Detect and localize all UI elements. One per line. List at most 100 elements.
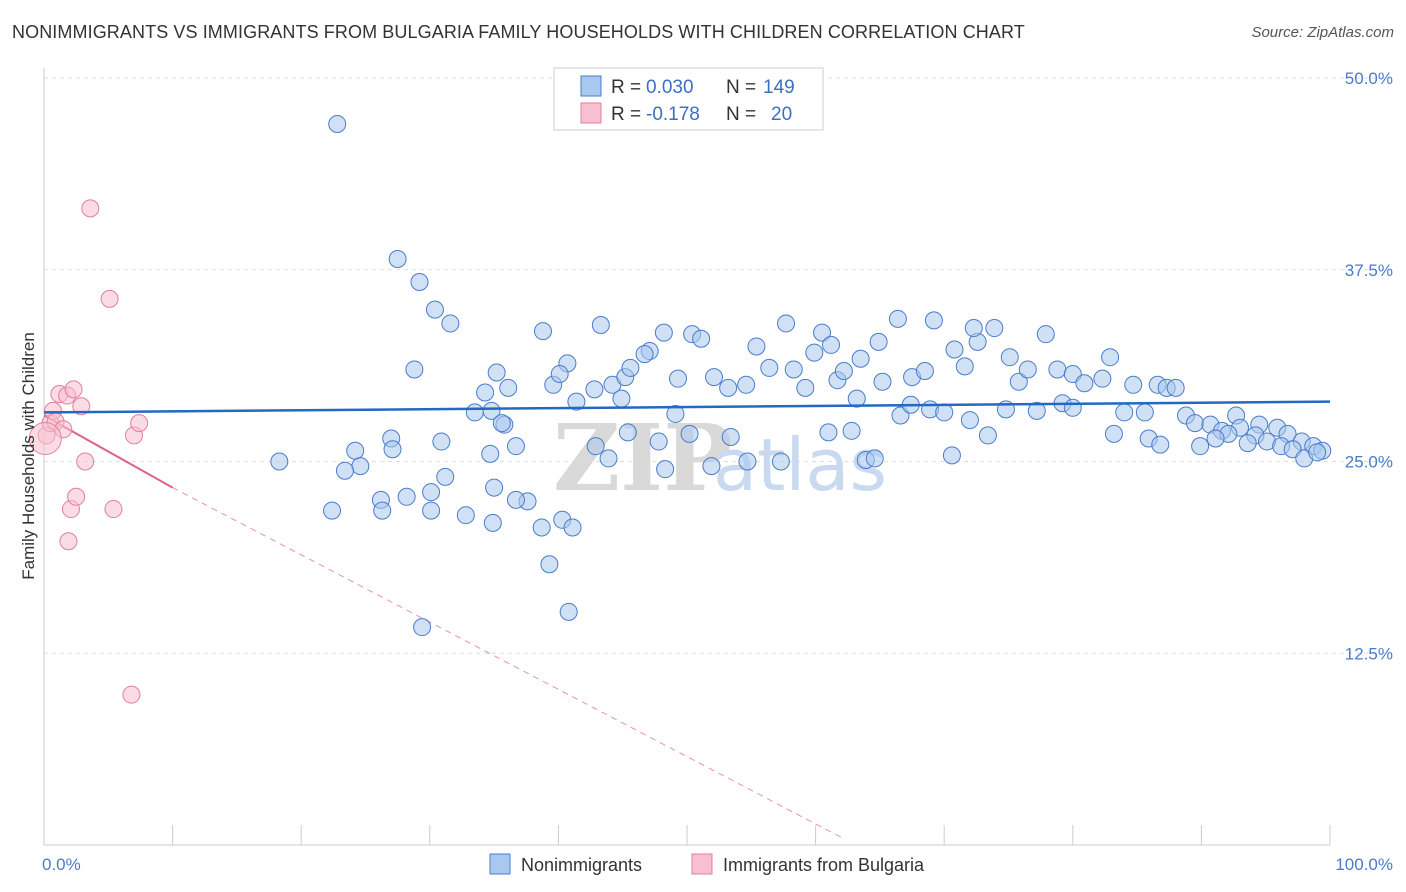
watermark-zip: ZIP — [553, 404, 732, 512]
nonimmigrant-point — [635, 345, 654, 364]
nonimmigrant-point — [721, 427, 740, 446]
nonimmigrant-point — [737, 375, 756, 394]
bottom-legend-nonimmigrants: Nonimmigrants — [521, 855, 642, 875]
nonimmigrant-point — [1191, 437, 1210, 456]
nonimmigrant-point — [777, 314, 796, 333]
x-tick-label-max: 100.0% — [1335, 855, 1393, 874]
legend-n-label-2: N = — [726, 104, 756, 125]
top-legend: R = 0.030 N = 149 R = -0.178 N = 20 — [553, 67, 824, 131]
nonimmigrant-point — [1018, 360, 1037, 379]
nonimmigrant-point — [436, 467, 455, 486]
nonimmigrant-point — [483, 513, 502, 532]
nonimmigrant-point — [413, 618, 432, 637]
bottom-legend-swatch-bulgaria — [691, 853, 713, 875]
nonimmigrant-point — [978, 426, 997, 445]
nonimmigrant-point — [847, 389, 866, 408]
nonimmigrant-point — [351, 457, 370, 476]
nonimmigrant-point — [796, 378, 815, 397]
nonimmigrant-point — [532, 518, 551, 537]
blue-trend — [43, 400, 1331, 414]
nonimmigrant-point — [422, 483, 441, 502]
nonimmigrant-point — [567, 392, 586, 411]
bulgaria-point — [81, 199, 100, 218]
nonimmigrant-point — [422, 501, 441, 520]
nonimmigrant-point — [373, 501, 392, 520]
nonimmigrant-point — [1124, 375, 1143, 394]
nonimmigrant-point — [533, 322, 552, 341]
legend-n-label-1: N = — [726, 77, 756, 98]
nonimmigrant-point — [323, 501, 342, 520]
nonimmigrant-point — [563, 518, 582, 537]
nonimmigrant-point — [702, 457, 721, 476]
nonimmigrant-point — [1308, 443, 1327, 462]
nonimmigrant-point — [719, 378, 738, 397]
nonimmigrant-point — [540, 555, 559, 574]
nonimmigrant-point — [612, 389, 631, 408]
nonimmigrant-point — [410, 273, 429, 292]
nonimmigrant-point — [1009, 372, 1028, 391]
nonimmigrant-point — [964, 319, 983, 338]
nonimmigrant-point — [270, 452, 289, 471]
nonimmigrant-point — [784, 360, 803, 379]
nonimmigrant-point — [935, 403, 954, 422]
nonimmigrant-point — [955, 357, 974, 376]
chart-title: NONIMMIGRANTS VS IMMIGRANTS FROM BULGARI… — [12, 22, 1025, 42]
legend-r-value-1: 0.030 — [646, 77, 694, 98]
bottom-legend: Nonimmigrants Immigrants from Bulgaria — [489, 853, 925, 875]
bulgaria-point — [130, 414, 149, 433]
nonimmigrant-point — [441, 314, 460, 333]
nonimmigrant-point — [649, 432, 668, 451]
nonimmigrant-point — [668, 369, 687, 388]
bulgaria-point — [59, 532, 78, 551]
y-tick-labels: 12.5% 25.0% 37.5% 50.0% — [1345, 69, 1393, 663]
nonimmigrant-point — [738, 452, 757, 471]
x-tick-labels: 0.0% 100.0% — [42, 855, 1393, 874]
nonimmigrant-point — [481, 444, 500, 463]
nonimmigrant-point — [397, 487, 416, 506]
nonimmigrant-point — [599, 449, 618, 468]
nonimmigrant-trend-line — [43, 400, 1331, 414]
nonimmigrant-point — [888, 309, 907, 328]
legend-swatch-nonimmigrants — [580, 75, 602, 97]
nonimmigrant-point — [1166, 378, 1185, 397]
nonimmigrant-point — [499, 378, 518, 397]
nonimmigrant-point — [405, 360, 424, 379]
nonimmigrant-point — [985, 319, 1004, 338]
nonimmigrant-point — [822, 335, 841, 354]
legend-r-label-1: R = — [611, 77, 641, 98]
nonimmigrant-point — [654, 323, 673, 342]
gridlines — [44, 77, 1395, 654]
source-label: Source: ZipAtlas.com — [1251, 24, 1394, 41]
nonimmigrant-point — [656, 460, 675, 479]
legend-swatch-bulgaria — [580, 102, 602, 124]
legend-r-label-2: R = — [611, 104, 641, 125]
nonimmigrant-point — [621, 358, 640, 377]
nonimmigrant-point — [869, 332, 888, 351]
nonimmigrant-point — [585, 380, 604, 399]
nonimmigrant-point — [813, 323, 832, 342]
nonimmigrant-point — [559, 602, 578, 621]
bulgaria-points — [28, 199, 149, 704]
legend-r-value-2: -0.178 — [646, 104, 700, 125]
nonimmigrant-point — [1206, 429, 1225, 448]
nonimmigrant-point — [550, 365, 569, 384]
bottom-legend-swatch-nonimmigrants — [489, 853, 511, 875]
nonimmigrant-point — [1075, 374, 1094, 393]
nonimmigrant-point — [328, 115, 347, 134]
nonimmigrant-point — [1048, 360, 1067, 379]
nonimmigrant-point — [680, 424, 699, 443]
nonimmigrant-point — [705, 368, 724, 387]
y-tick-label: 50.0% — [1345, 69, 1393, 88]
nonimmigrant-point — [873, 372, 892, 391]
bulgaria-point — [64, 380, 83, 399]
nonimmigrant-point — [747, 337, 766, 356]
nonimmigrant-point — [692, 329, 711, 348]
bulgaria-trend-dashed — [172, 487, 842, 838]
nonimmigrant-point — [1135, 403, 1154, 422]
nonimmigrant-point — [425, 300, 444, 319]
nonimmigrant-point — [586, 437, 605, 456]
nonimmigrant-point — [960, 411, 979, 430]
y-tick-label: 37.5% — [1345, 261, 1393, 280]
nonimmigrant-point — [1185, 414, 1204, 433]
nonimmigrant-point — [1101, 348, 1120, 367]
